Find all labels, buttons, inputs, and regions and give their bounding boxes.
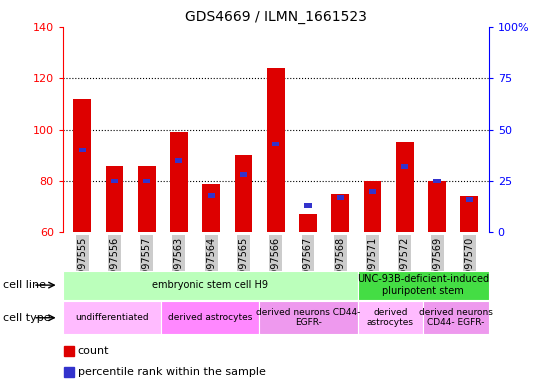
- Bar: [401, 164, 408, 169]
- Text: undifferentiated: undifferentiated: [75, 313, 149, 322]
- Bar: [203, 184, 220, 232]
- Bar: [143, 179, 150, 183]
- Bar: [305, 203, 312, 208]
- Bar: [79, 148, 86, 152]
- Text: derived
astrocytes: derived astrocytes: [367, 308, 414, 328]
- Bar: [364, 181, 382, 232]
- Bar: [63, 301, 161, 334]
- Bar: [337, 195, 344, 200]
- Bar: [396, 142, 414, 232]
- Text: percentile rank within the sample: percentile rank within the sample: [78, 367, 265, 377]
- Text: derived astrocytes: derived astrocytes: [168, 313, 252, 322]
- Bar: [73, 99, 91, 232]
- Text: cell type: cell type: [3, 313, 50, 323]
- Bar: [240, 172, 247, 177]
- Text: derived neurons
CD44- EGFR-: derived neurons CD44- EGFR-: [419, 308, 493, 328]
- Bar: [138, 166, 156, 232]
- Bar: [207, 193, 215, 198]
- Bar: [428, 181, 446, 232]
- Text: embryonic stem cell H9: embryonic stem cell H9: [152, 280, 268, 290]
- Bar: [358, 301, 423, 334]
- Bar: [235, 155, 252, 232]
- Bar: [111, 179, 118, 183]
- Bar: [267, 68, 284, 232]
- Bar: [299, 214, 317, 232]
- Title: GDS4669 / ILMN_1661523: GDS4669 / ILMN_1661523: [185, 10, 367, 25]
- Bar: [170, 132, 188, 232]
- Bar: [460, 196, 478, 232]
- Bar: [358, 271, 489, 300]
- Text: count: count: [78, 346, 109, 356]
- Bar: [161, 301, 259, 334]
- Bar: [105, 166, 123, 232]
- Bar: [369, 189, 376, 194]
- Bar: [175, 158, 182, 163]
- Text: derived neurons CD44-
EGFR-: derived neurons CD44- EGFR-: [256, 308, 361, 328]
- Bar: [63, 271, 358, 300]
- Bar: [331, 194, 349, 232]
- Text: UNC-93B-deficient-induced
pluripotent stem: UNC-93B-deficient-induced pluripotent st…: [357, 274, 489, 296]
- Bar: [466, 197, 473, 202]
- Text: cell line: cell line: [3, 280, 46, 290]
- Bar: [434, 179, 441, 183]
- Bar: [272, 142, 280, 146]
- Bar: [259, 301, 358, 334]
- Bar: [423, 301, 489, 334]
